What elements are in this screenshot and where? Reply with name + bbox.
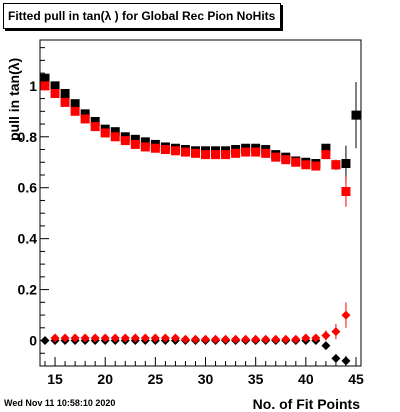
data-point-square (40, 81, 50, 91)
data-point-square (341, 159, 351, 169)
data-point-square (130, 134, 140, 144)
data-point-diamond (301, 333, 311, 343)
data-point-diamond (140, 333, 150, 343)
data-point-square (201, 150, 211, 160)
x-tick-label: 40 (298, 371, 314, 387)
data-point-square (110, 127, 120, 137)
data-point-square (301, 160, 311, 170)
y-tick-label: 0.2 (18, 282, 38, 298)
data-point-square (60, 88, 70, 98)
x-axis-label: No. of Fit Points (252, 396, 360, 412)
plot-frame (39, 39, 362, 367)
data-point-square (40, 73, 50, 83)
data-point-square (331, 160, 341, 170)
y-tick-label: 0.8 (18, 129, 38, 145)
y-tick-label: 0 (29, 333, 37, 349)
data-point-square (261, 148, 271, 158)
data-point-diamond (251, 334, 261, 344)
data-point-square (251, 147, 261, 157)
data-point-square (50, 88, 60, 98)
data-point-square (170, 146, 180, 156)
x-tick-label: 45 (348, 371, 364, 387)
data-point-diamond (231, 334, 241, 344)
data-point-diamond (130, 333, 140, 343)
y-tick-label: 0.6 (18, 180, 38, 196)
data-point-diamond (201, 334, 211, 344)
data-point-diamond (281, 334, 291, 344)
data-point-diamond (70, 333, 80, 343)
data-point-diamond (311, 333, 321, 343)
data-point-diamond (80, 333, 90, 343)
x-tick-label: 25 (148, 371, 164, 387)
y-axis-label: pull in tan(λ) (6, 57, 22, 141)
data-point-diamond (180, 334, 190, 344)
data-point-square (231, 148, 241, 158)
data-point-diamond (211, 334, 221, 344)
data-point-diamond (90, 333, 100, 343)
data-point-square (271, 152, 281, 162)
data-point-diamond (170, 333, 180, 343)
data-point-square (150, 143, 160, 153)
data-point-square (291, 157, 301, 167)
data-point-square (180, 147, 190, 157)
data-point-square (311, 161, 321, 171)
chart-title: Fitted pull in tan(λ ) for Global Rec Pi… (3, 3, 281, 29)
data-point-square (120, 136, 130, 146)
data-point-diamond (241, 334, 251, 344)
data-point-diamond (321, 330, 331, 340)
data-point-square (140, 142, 150, 152)
data-point-diamond (331, 327, 341, 337)
data-point-square (281, 155, 291, 165)
data-point-square (341, 187, 351, 197)
data-point-diamond (341, 356, 351, 366)
data-point-diamond (40, 336, 50, 346)
data-point-square (221, 150, 231, 160)
data-point-square (100, 128, 110, 138)
data-point-diamond (331, 353, 341, 363)
x-tick-label: 20 (97, 371, 113, 387)
data-point-square (90, 117, 100, 126)
y-tick-label: 0.4 (18, 231, 38, 247)
x-tick-label: 35 (248, 371, 264, 387)
data-point-diamond (261, 334, 271, 344)
data-point-square (70, 99, 80, 109)
data-point-square (130, 139, 140, 149)
data-point-diamond (120, 333, 130, 343)
data-point-square (351, 110, 361, 120)
data-point-diamond (110, 333, 120, 343)
data-point-square (321, 150, 331, 160)
data-point-diamond (100, 333, 110, 343)
data-point-square (110, 132, 120, 142)
data-point-square (211, 150, 221, 160)
timestamp: Wed Nov 11 10:58:10 2020 (4, 398, 116, 408)
x-tick-label: 30 (198, 371, 214, 387)
y-tick-label: 1 (29, 78, 37, 94)
data-point-square (160, 145, 170, 155)
data-point-diamond (150, 333, 160, 343)
data-point-square (241, 147, 251, 157)
data-point-diamond (271, 334, 281, 344)
data-point-diamond (160, 333, 170, 343)
data-point-diamond (321, 341, 331, 351)
data-point-diamond (221, 334, 231, 344)
data-point-square (90, 122, 100, 132)
data-point-square (50, 81, 60, 91)
x-tick-label: 15 (47, 371, 63, 387)
data-point-square (80, 114, 90, 124)
data-point-square (80, 109, 90, 119)
data-point-square (140, 137, 150, 147)
data-point-square (60, 97, 70, 107)
data-point-square (321, 143, 331, 153)
data-point-diamond (291, 334, 301, 344)
data-point-square (70, 106, 80, 116)
data-point-diamond (50, 333, 60, 343)
data-point-diamond (341, 310, 351, 320)
data-point-diamond (190, 334, 200, 344)
data-point-diamond (60, 333, 70, 343)
data-point-square (190, 148, 200, 158)
